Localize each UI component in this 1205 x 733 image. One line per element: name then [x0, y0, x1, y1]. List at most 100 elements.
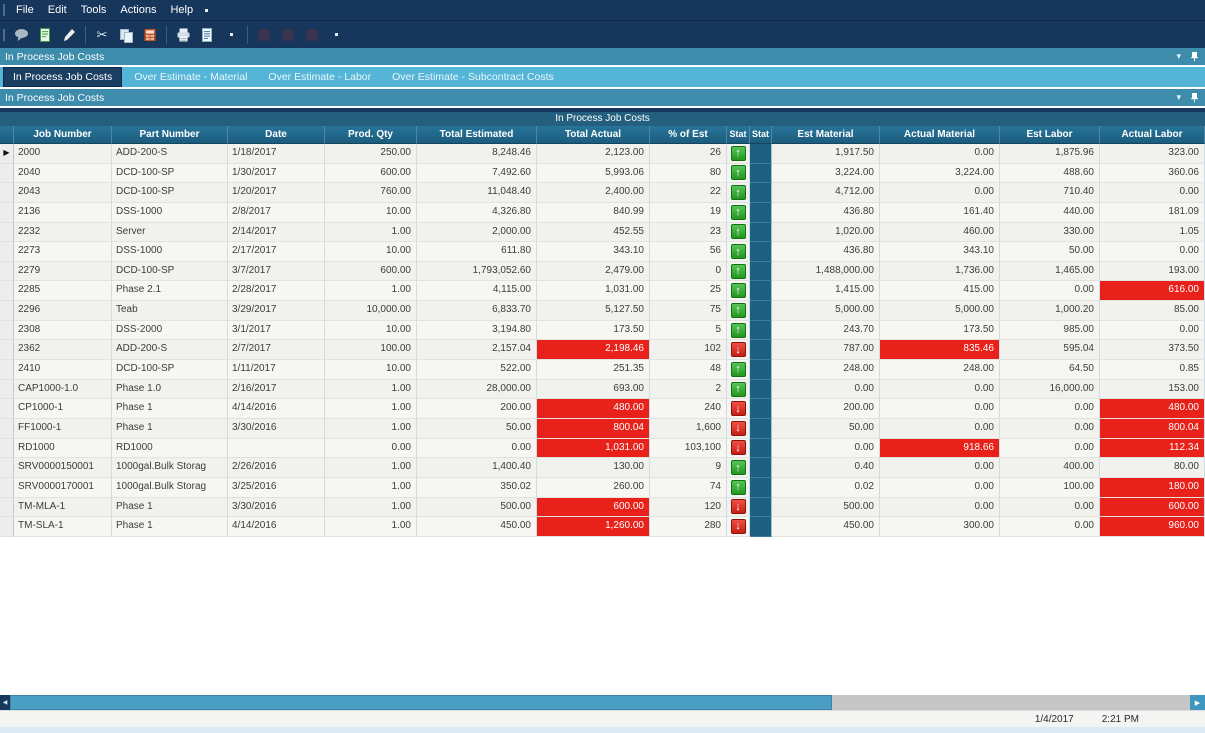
menu-overflow-dot[interactable]: [205, 8, 209, 12]
paste-icon[interactable]: [139, 24, 161, 46]
column-header-date[interactable]: Date: [228, 126, 325, 144]
menu-edit[interactable]: Edit: [47, 4, 67, 16]
row-selector-gutter: [0, 202, 14, 223]
menu-tools[interactable]: Tools: [80, 4, 107, 16]
column-header-total-actual[interactable]: Total Actual: [537, 126, 650, 144]
table-row[interactable]: 2285 Phase 2.1 2/28/2017 1.00 4,115.00 1,031.…: [0, 281, 1205, 302]
chevron-down-icon[interactable]: ▾: [1176, 92, 1181, 102]
table-row[interactable]: 2040 DCD-100-SP 1/30/2017 600.00 7,492.60 5,9…: [0, 163, 1205, 184]
cell-status: ↓: [727, 517, 750, 537]
cell-status-2: [750, 320, 772, 341]
column-header-stat[interactable]: Stat: [727, 126, 750, 144]
table-row[interactable]: 2043 DCD-100-SP 1/20/2017 760.00 11,048.40 2,…: [0, 183, 1205, 203]
cell-actual-material: 918.66: [880, 438, 1000, 459]
cell-job-number: CP1000-1: [14, 399, 112, 419]
column-header-actual-material[interactable]: Actual Material: [880, 126, 1000, 144]
cell-prod-qty: 1.00: [325, 517, 417, 537]
table-row[interactable]: 2410 DCD-100-SP 1/11/2017 10.00 522.00 251.35…: [0, 360, 1205, 380]
cell-actual-material: 460.00: [880, 222, 1000, 243]
table-row[interactable]: TM-SLA-1 Phase 1 4/14/2016 1.00 450.00 1,260.…: [0, 517, 1205, 537]
cell-status: ↑: [727, 320, 750, 341]
column-header--of-est[interactable]: % of Est: [650, 126, 727, 144]
disabled-icon[interactable]: [253, 24, 275, 46]
column-header-part-number[interactable]: Part Number: [112, 126, 228, 144]
overflow-dot[interactable]: [220, 24, 242, 46]
cell-pct-of-est: 56: [650, 242, 727, 262]
row-selector-gutter: [0, 183, 14, 203]
status-up-arrow-icon: ↑: [730, 165, 746, 181]
cell-pct-of-est: 120: [650, 497, 727, 518]
column-header-stat[interactable]: Stat: [750, 126, 772, 144]
toolbar-grip[interactable]: [3, 28, 5, 41]
disabled-icon[interactable]: [301, 24, 323, 46]
cell-job-number: CAP1000-1.0: [14, 379, 112, 400]
cell-date: [228, 438, 325, 459]
pin-icon[interactable]: [1190, 51, 1199, 62]
table-row[interactable]: 2279 DCD-100-SP 3/7/2017 600.00 1,793,052.60…: [0, 261, 1205, 282]
cell-part-number: DCD-100-SP: [112, 360, 228, 380]
cell-part-number: Server: [112, 222, 228, 243]
scroll-right-arrow-icon[interactable]: ▶: [1190, 695, 1205, 710]
cell-actual-labor: 480.00: [1100, 399, 1205, 419]
cell-part-number: Phase 1: [112, 399, 228, 419]
cell-actual-material: 0.00: [880, 379, 1000, 400]
tab-in-process-job-costs[interactable]: In Process Job Costs: [3, 67, 123, 87]
cell-pct-of-est: 19: [650, 202, 727, 223]
chevron-down-icon[interactable]: ▾: [1176, 51, 1181, 61]
table-row[interactable]: TM-MLA-1 Phase 1 3/30/2016 1.00 500.00 600.00…: [0, 497, 1205, 518]
table-row[interactable]: 2273 DSS-1000 2/17/2017 10.00 611.80 343.10 56…: [0, 242, 1205, 262]
scrollbar-thumb[interactable]: [10, 695, 832, 710]
table-row[interactable]: 2232 Server 2/14/2017 1.00 2,000.00 452.55 23 ↑…: [0, 222, 1205, 243]
tab-over-estimate-labor[interactable]: Over Estimate - Labor: [268, 71, 372, 83]
pin-icon[interactable]: [1190, 92, 1199, 103]
scroll-left-arrow-icon[interactable]: ◀: [0, 695, 10, 710]
table-row[interactable]: 2362 ADD-200-S 2/7/2017 100.00 2,157.04 2,198…: [0, 340, 1205, 361]
tab-over-estimate-subcontract-costs[interactable]: Over Estimate - Subcontract Costs: [392, 71, 554, 83]
new-record-icon[interactable]: [34, 24, 56, 46]
overflow-dot[interactable]: [325, 24, 347, 46]
table-row[interactable]: ▶ 2000 ADD-200-S 1/18/2017 250.00 8,248.46 2,1…: [0, 144, 1205, 164]
cell-pct-of-est: 9: [650, 458, 727, 478]
cell-total-estimated: 6,833.70: [417, 301, 537, 321]
table-row[interactable]: CP1000-1 Phase 1 4/14/2016 1.00 200.00 480.00…: [0, 399, 1205, 419]
table-row[interactable]: CAP1000-1.0 Phase 1.0 2/16/2017 1.00 28,000.…: [0, 379, 1205, 400]
scrollbar-track[interactable]: [832, 695, 1190, 710]
cell-est-labor: 0.00: [1000, 418, 1100, 439]
column-header-actual-labor[interactable]: Actual Labor: [1100, 126, 1205, 144]
copy-icon[interactable]: [115, 24, 137, 46]
cell-est-material: 1,020.00: [772, 222, 880, 243]
cell-status-2: [750, 242, 772, 262]
cell-date: 2/26/2016: [228, 458, 325, 478]
menu-actions[interactable]: Actions: [120, 4, 157, 16]
cell-est-material: 450.00: [772, 517, 880, 537]
print-icon[interactable]: [172, 24, 194, 46]
column-header-job-number[interactable]: Job Number: [14, 126, 112, 144]
preview-icon[interactable]: [196, 24, 218, 46]
column-header-total-estimated[interactable]: Total Estimated: [417, 126, 537, 144]
table-row[interactable]: SRV0000150001 1000gal.Bulk Storag 2/26/201…: [0, 458, 1205, 478]
tab-over-estimate-material[interactable]: Over Estimate - Material: [134, 71, 248, 83]
toolbar: ✂: [0, 20, 1205, 48]
column-header-est-labor[interactable]: Est Labor: [1000, 126, 1100, 144]
disabled-icon[interactable]: [277, 24, 299, 46]
menu-help[interactable]: Help: [170, 4, 194, 16]
cell-pct-of-est: 2: [650, 379, 727, 400]
table-row[interactable]: FF1000-1 Phase 1 3/30/2016 1.00 50.00 800.04 1…: [0, 418, 1205, 439]
column-header-est-material[interactable]: Est Material: [772, 126, 880, 144]
table-row[interactable]: 2308 DSS-2000 3/1/2017 10.00 3,194.80 173.50 5…: [0, 320, 1205, 341]
row-selector-gutter: [0, 163, 14, 184]
cell-est-labor: 0.00: [1000, 497, 1100, 518]
cell-status: ↓: [727, 418, 750, 439]
edit-icon[interactable]: [58, 24, 80, 46]
table-row[interactable]: 2136 DSS-1000 2/8/2017 10.00 4,326.80 840.99 1…: [0, 202, 1205, 223]
comment-icon[interactable]: [10, 24, 32, 46]
horizontal-scrollbar: ◀ ▶: [0, 695, 1205, 710]
toolbar-grip[interactable]: [3, 4, 5, 16]
cut-icon[interactable]: ✂: [96, 27, 108, 42]
column-header-prod-qty[interactable]: Prod. Qty: [325, 126, 417, 144]
table-row[interactable]: SRV0000170001 1000gal.Bulk Storag 3/25/201…: [0, 477, 1205, 498]
table-row[interactable]: RD1000 RD1000 0.00 0.00 1,031.00 103,100 ↓ 0.00…: [0, 438, 1205, 459]
cell-actual-labor: 0.00: [1100, 183, 1205, 203]
table-row[interactable]: 2296 Teab 3/29/2017 10,000.00 6,833.70 5,127.…: [0, 301, 1205, 321]
menu-file[interactable]: File: [16, 4, 34, 16]
